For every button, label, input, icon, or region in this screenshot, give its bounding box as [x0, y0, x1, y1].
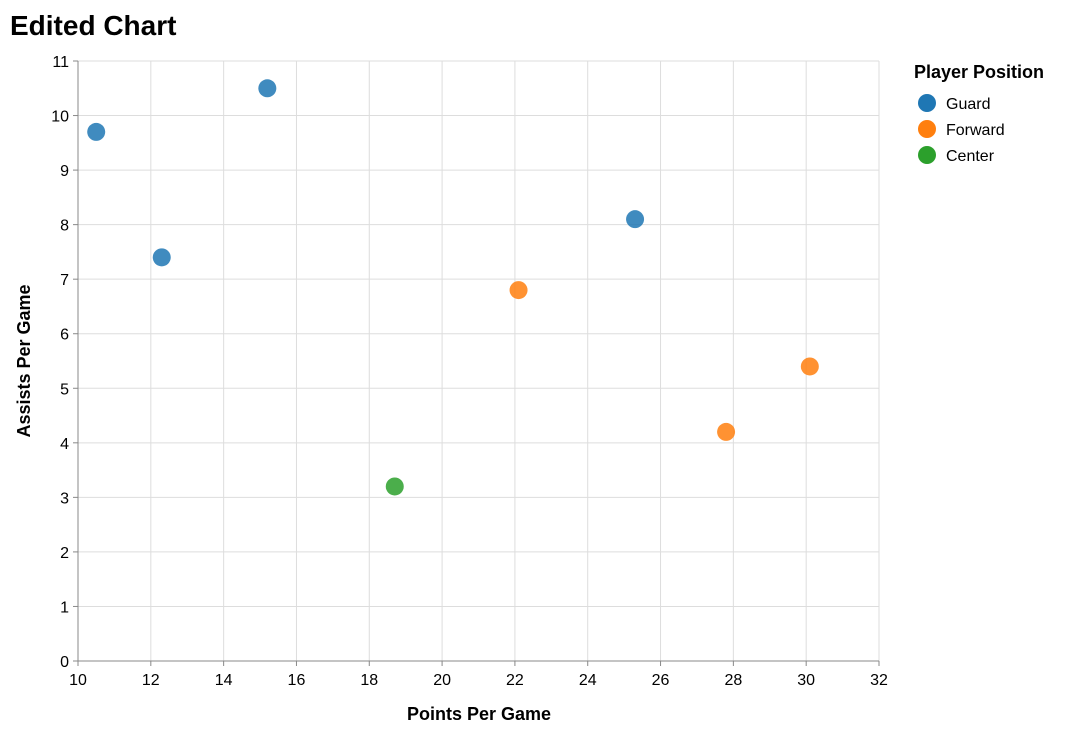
y-tick-label: 10 — [51, 109, 69, 126]
data-point-center — [385, 477, 404, 496]
x-tick-label: 14 — [215, 672, 233, 689]
x-tick-label: 28 — [724, 672, 742, 689]
y-tick-label: 6 — [60, 327, 69, 344]
y-tick-label: 4 — [60, 436, 69, 453]
y-tick-label: 0 — [60, 654, 69, 671]
x-axis-title: Points Per Game — [407, 704, 551, 724]
x-tick-label: 20 — [433, 672, 451, 689]
data-point-forward — [509, 281, 528, 300]
y-tick-label: 11 — [52, 54, 69, 71]
grid — [77, 60, 880, 662]
x-tick-label: 16 — [288, 672, 306, 689]
y-tick-label: 1 — [60, 599, 69, 616]
x-tick-label: 18 — [360, 672, 378, 689]
data-point-guard — [626, 210, 645, 229]
x-tick-label: 30 — [797, 672, 815, 689]
legend-label-forward: Forward — [946, 122, 1005, 139]
y-tick-label: 9 — [60, 163, 69, 180]
y-tick-label: 7 — [60, 272, 69, 289]
x-tick-label: 26 — [652, 672, 670, 689]
legend-label-guard: Guard — [946, 96, 990, 113]
y-tick-label: 5 — [60, 381, 69, 398]
legend-swatch-center — [918, 146, 936, 164]
data-point-guard — [87, 122, 106, 141]
x-tick-label: 12 — [142, 672, 160, 689]
legend-title: Player Position — [914, 62, 1044, 82]
y-tick-label: 3 — [60, 490, 69, 507]
legend: Player Position Guard Forward Center — [914, 62, 1044, 165]
data-point-forward — [800, 357, 819, 376]
x-tick-label: 24 — [579, 672, 597, 689]
x-tick-label: 10 — [69, 672, 87, 689]
y-tick-label: 2 — [60, 545, 69, 562]
data-points — [87, 79, 819, 496]
data-point-guard — [258, 79, 277, 98]
x-tick-label: 32 — [870, 672, 888, 689]
legend-swatch-forward — [918, 120, 936, 138]
y-axis-title: Assists Per Game — [14, 284, 34, 437]
chart-title: Edited Chart — [10, 10, 176, 41]
y-tick-label: 8 — [60, 218, 69, 235]
legend-label-center: Center — [946, 148, 995, 165]
data-point-forward — [717, 422, 736, 441]
legend-swatch-guard — [918, 94, 936, 112]
x-tick-label: 22 — [506, 672, 524, 689]
data-point-guard — [152, 248, 171, 267]
